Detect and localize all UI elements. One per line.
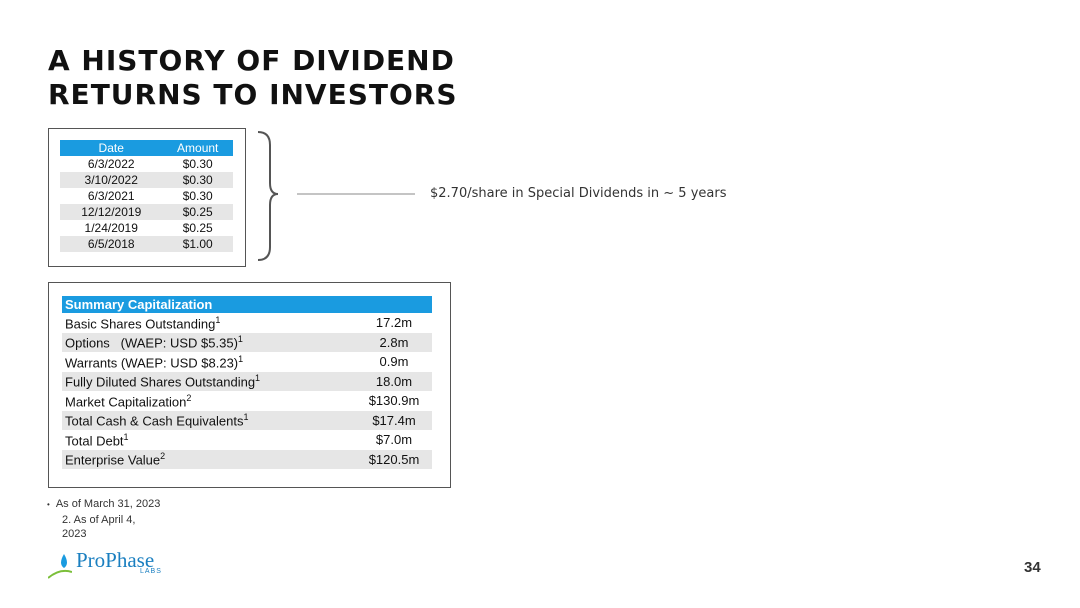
- cell: $0.25: [182, 205, 213, 219]
- dividend-row: 3/10/2022 $0.30: [60, 172, 233, 188]
- capitalization-row: Warrants (WAEP: USD $8.23)1 0.9m: [62, 352, 432, 372]
- row-value: $7.0m: [375, 432, 413, 448]
- row-label: Total Cash & Cash Equivalents: [65, 413, 244, 429]
- footnote-ref: 1: [215, 314, 221, 325]
- footnote-ref: 2: [160, 451, 166, 462]
- cell: $0.30: [182, 189, 213, 203]
- table-title: Summary Capitalization: [62, 296, 432, 313]
- header-cell: Date: [60, 140, 163, 156]
- cell: 1/24/2019: [84, 221, 138, 235]
- dividend-row: 6/3/2022 $0.30: [60, 156, 233, 172]
- row-label-cell: Total Debt1: [62, 430, 356, 450]
- footnote-ref: 1: [243, 412, 249, 423]
- capitalization-row: Fully Diluted Shares Outstanding1 18.0m: [62, 371, 432, 392]
- footnote-ref: 1: [255, 373, 261, 384]
- footnotes: • As of March 31, 2023 2. As of April 4, …: [47, 498, 160, 541]
- row-label: Total Debt: [65, 432, 124, 448]
- row-label-cell: Warrants (WAEP: USD $8.23)1: [62, 352, 356, 372]
- row-value: 17.2m: [375, 315, 413, 331]
- footnote: • As of March 31, 2023: [47, 498, 161, 510]
- row-label-cell: Fully Diluted Shares Outstanding1: [62, 372, 356, 392]
- dividend-row: 12/12/2019 $0.25: [60, 204, 233, 220]
- footnote-ref: 1: [237, 334, 243, 345]
- cell: 6/3/2022: [87, 157, 135, 171]
- capitalization-row: Options (WAEP: USD $5.35)1 2.8m: [62, 332, 432, 353]
- cell: $0.25: [182, 221, 213, 235]
- row-label-cell: Basic Shares Outstanding1: [62, 313, 356, 333]
- slide-title: A HISTORY OF DIVIDEND RETURNS TO INVESTO…: [48, 44, 458, 112]
- logo-sub: LABS: [140, 568, 162, 575]
- footnote-text: As of March 31, 2023: [55, 498, 161, 510]
- callout: $2.70/share in Special Dividends in ~ 5 …: [430, 186, 727, 201]
- cell: 6/5/2018: [87, 237, 135, 251]
- cell: 6/3/2021: [87, 189, 135, 203]
- logo-name: ProPhase: [76, 548, 155, 572]
- row-label: Options (WAEP: USD $5.35): [65, 335, 238, 351]
- brace: [257, 131, 279, 261]
- header-cell: Amount: [162, 140, 233, 156]
- row-label-cell: Options (WAEP: USD $5.35)1: [62, 333, 356, 353]
- title-line: RETURNS TO INVESTORS: [48, 78, 458, 111]
- row-value: 0.9m: [379, 354, 409, 370]
- cell: $0.30: [182, 173, 213, 187]
- footnote: 2. As of April 4, 2023: [62, 514, 136, 540]
- bracket: [257, 131, 415, 261]
- page-number: 34: [1024, 559, 1041, 576]
- capitalization-box: Summary Capitalization Basic Shares Outs…: [48, 282, 451, 488]
- dividend-table: Date Amount 6/3/2022 $0.30 3/10/2022 $0.30 6…: [60, 140, 233, 252]
- capitalization-table: Summary Capitalization Basic Shares Outs…: [62, 296, 432, 469]
- dividend-row: 1/24/2019 $0.25: [60, 220, 233, 236]
- row-label: Basic Shares Outstanding: [65, 315, 216, 331]
- cell: $1.00: [182, 237, 213, 251]
- row-value: $130.9m: [368, 393, 420, 409]
- capitalization-row: Enterprise Value2 $120.5m: [62, 449, 432, 470]
- row-label-cell: Enterprise Value2: [62, 450, 356, 470]
- row-value: 2.8m: [379, 334, 409, 350]
- dividend-row: 6/5/2018 $1.00: [60, 236, 233, 252]
- capitalization-row: Total Cash & Cash Equivalents1 $17.4m: [62, 410, 432, 431]
- capitalization-row: Market Capitalization2 $130.9m: [62, 391, 432, 411]
- capitalization-row: Total Debt1 $7.0m: [62, 430, 432, 450]
- dividend-row: 6/3/2021 $0.30: [60, 188, 233, 204]
- row-label: Warrants (WAEP: USD $8.23): [65, 354, 239, 370]
- row-value: $17.4m: [372, 412, 416, 428]
- row-label: Enterprise Value: [65, 452, 161, 468]
- cell: 12/12/2019: [81, 205, 142, 219]
- row-label-cell: Market Capitalization2: [62, 391, 356, 411]
- cell: $0.30: [182, 157, 213, 171]
- row-value: $120.5m: [368, 451, 420, 467]
- row-label-cell: Total Cash & Cash Equivalents1: [62, 411, 356, 431]
- dividend-box: Date Amount 6/3/2022 $0.30 3/10/2022 $0.30 6…: [48, 128, 246, 267]
- logo-icon: [48, 554, 72, 579]
- footnote-ref: 1: [238, 353, 244, 364]
- logo: ProPhase LABS: [48, 548, 168, 582]
- footnote-ref: 2: [186, 392, 192, 403]
- cell: 3/10/2022: [84, 173, 138, 187]
- row-label: Fully Diluted Shares Outstanding: [65, 374, 256, 390]
- title-line: A HISTORY OF DIVIDEND: [48, 44, 455, 77]
- row-value: 18.0m: [375, 373, 413, 389]
- row-label: Market Capitalization: [65, 393, 187, 409]
- footnote-ref: 1: [123, 431, 129, 442]
- capitalization-row: Basic Shares Outstanding1 17.2m: [62, 313, 432, 333]
